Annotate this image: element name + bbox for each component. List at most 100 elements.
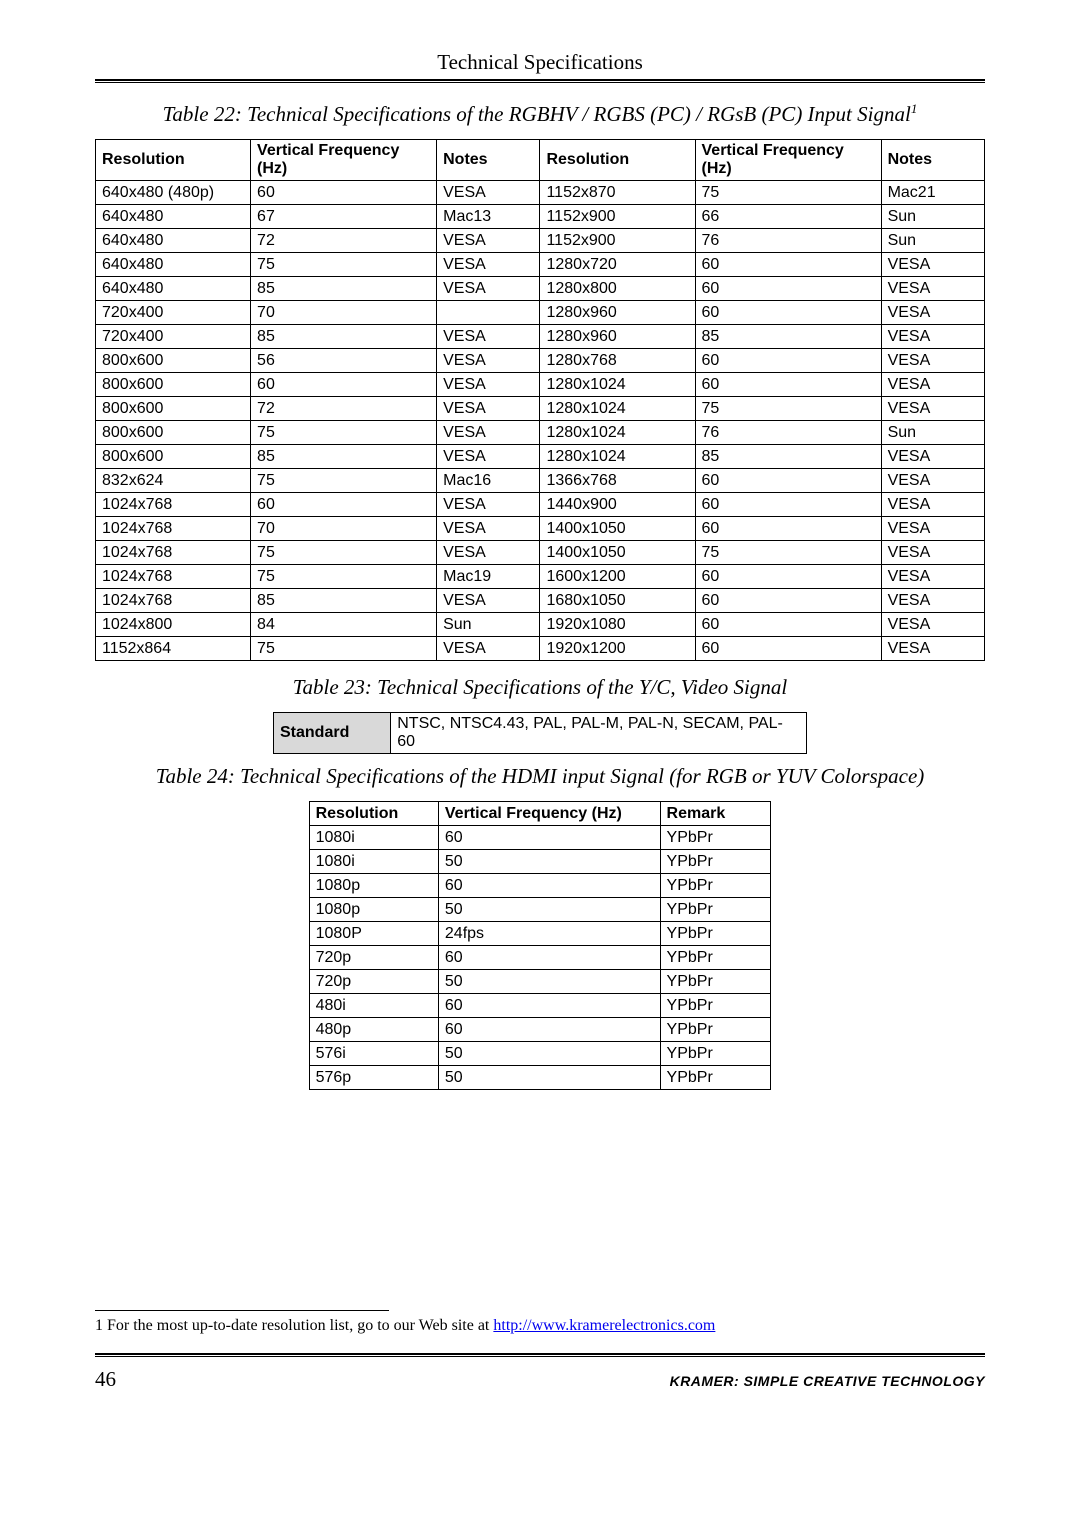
table-row: 832x62475Mac161366x76860VESA xyxy=(96,469,985,493)
table-cell: VESA xyxy=(437,373,540,397)
table22-h2: Notes xyxy=(437,140,540,181)
table-cell: 800x600 xyxy=(96,445,251,469)
table-cell: VESA xyxy=(437,445,540,469)
table-cell: 85 xyxy=(251,325,437,349)
table-cell: 1280x800 xyxy=(540,277,695,301)
table22-h4: Vertical Frequency (Hz) xyxy=(695,140,881,181)
table-cell: VESA xyxy=(881,565,984,589)
table-cell: 75 xyxy=(251,565,437,589)
table-cell: Mac16 xyxy=(437,469,540,493)
table-cell: 1080p xyxy=(309,898,438,922)
table22-header-row: Resolution Vertical Frequency (Hz) Notes… xyxy=(96,140,985,181)
table-cell: 1080i xyxy=(309,826,438,850)
table-cell: 640x480 xyxy=(96,277,251,301)
table-cell: YPbPr xyxy=(660,970,771,994)
table-cell: 1280x960 xyxy=(540,301,695,325)
table-row: 480i60YPbPr xyxy=(309,994,771,1018)
table-row: 720x40085VESA1280x96085VESA xyxy=(96,325,985,349)
table-cell: VESA xyxy=(437,589,540,613)
table22-h3: Resolution xyxy=(540,140,695,181)
table-cell: VESA xyxy=(881,445,984,469)
table-cell: 50 xyxy=(438,850,660,874)
table-row: 640x48067Mac131152x90066Sun xyxy=(96,205,985,229)
table-cell: 75 xyxy=(251,469,437,493)
table-cell: 60 xyxy=(695,637,881,661)
table-cell: VESA xyxy=(437,325,540,349)
table-cell: 60 xyxy=(695,253,881,277)
table-row: 1080i50YPbPr xyxy=(309,850,771,874)
table-row: 1024x76870VESA1400x105060VESA xyxy=(96,517,985,541)
table23-label: Standard xyxy=(274,713,391,754)
table-cell: 1400x1050 xyxy=(540,541,695,565)
table-cell: 66 xyxy=(695,205,881,229)
table-cell: 1400x1050 xyxy=(540,517,695,541)
table-cell: 1280x768 xyxy=(540,349,695,373)
table-cell: Mac13 xyxy=(437,205,540,229)
table22-h1: Vertical Frequency (Hz) xyxy=(251,140,437,181)
table-cell: 1280x1024 xyxy=(540,421,695,445)
table-row: 640x480 (480p)60VESA1152x87075Mac21 xyxy=(96,181,985,205)
footer-right-text: KRAMER: SIMPLE CREATIVE TECHNOLOGY xyxy=(670,1373,985,1389)
table-row: 576i50YPbPr xyxy=(309,1042,771,1066)
table-row: 720p60YPbPr xyxy=(309,946,771,970)
footnote-link[interactable]: http://www.kramerelectronics.com xyxy=(493,1317,715,1334)
table-cell: 72 xyxy=(251,397,437,421)
table-cell: 1280x1024 xyxy=(540,445,695,469)
table-cell: 75 xyxy=(695,181,881,205)
table-cell: YPbPr xyxy=(660,1018,771,1042)
table-cell: 720x400 xyxy=(96,301,251,325)
table-cell: 1920x1080 xyxy=(540,613,695,637)
table-cell: 60 xyxy=(438,994,660,1018)
table-cell: Sun xyxy=(437,613,540,637)
table-cell: 50 xyxy=(438,898,660,922)
page-header-title: Technical Specifications xyxy=(95,50,985,75)
table-cell: VESA xyxy=(881,397,984,421)
table24-container: Resolution Vertical Frequency (Hz) Remar… xyxy=(309,801,772,1090)
table-cell: VESA xyxy=(437,253,540,277)
table-row: 1152x86475VESA1920x120060VESA xyxy=(96,637,985,661)
table-cell: 56 xyxy=(251,349,437,373)
table-cell: 1280x1024 xyxy=(540,373,695,397)
table-cell: 60 xyxy=(695,373,881,397)
table-cell: 60 xyxy=(695,517,881,541)
table22-caption: Table 22: Technical Specifications of th… xyxy=(95,101,985,127)
table-cell: 60 xyxy=(695,349,881,373)
table-cell: 1680x1050 xyxy=(540,589,695,613)
table-cell: VESA xyxy=(437,517,540,541)
table24-caption: Table 24: Technical Specifications of th… xyxy=(95,764,985,789)
table-cell: 60 xyxy=(695,301,881,325)
table-cell: 1152x900 xyxy=(540,205,695,229)
table-cell: 85 xyxy=(251,445,437,469)
table-cell: YPbPr xyxy=(660,898,771,922)
table-cell: 50 xyxy=(438,1066,660,1090)
table-cell: 60 xyxy=(438,946,660,970)
table-cell: 76 xyxy=(695,229,881,253)
table-cell: 75 xyxy=(251,541,437,565)
table-cell: 60 xyxy=(438,1018,660,1042)
table-cell: 1600x1200 xyxy=(540,565,695,589)
table-cell: 1024x768 xyxy=(96,493,251,517)
table-cell: 84 xyxy=(251,613,437,637)
table22-container: Resolution Vertical Frequency (Hz) Notes… xyxy=(95,139,985,661)
table23-caption: Table 23: Technical Specifications of th… xyxy=(95,675,985,700)
table24: Resolution Vertical Frequency (Hz) Remar… xyxy=(309,801,772,1090)
table-row: 1080P24fpsYPbPr xyxy=(309,922,771,946)
header-rule xyxy=(95,79,985,83)
table-cell: VESA xyxy=(881,277,984,301)
table-cell: 50 xyxy=(438,970,660,994)
table-cell: YPbPr xyxy=(660,874,771,898)
table-cell: VESA xyxy=(881,253,984,277)
table-cell: 1280x1024 xyxy=(540,397,695,421)
table-row: 640x48072VESA1152x90076Sun xyxy=(96,229,985,253)
table-row: 576p50YPbPr xyxy=(309,1066,771,1090)
table-row: 640x48085VESA1280x80060VESA xyxy=(96,277,985,301)
table-row: 800x60060VESA1280x102460VESA xyxy=(96,373,985,397)
table-cell: VESA xyxy=(437,229,540,253)
table-cell: 640x480 xyxy=(96,229,251,253)
table-cell: 60 xyxy=(438,874,660,898)
table-cell: 720p xyxy=(309,970,438,994)
table23-container: Standard NTSC, NTSC4.43, PAL, PAL-M, PAL… xyxy=(273,712,807,754)
table-cell: YPbPr xyxy=(660,850,771,874)
table-cell: 24fps xyxy=(438,922,660,946)
table-cell: YPbPr xyxy=(660,1066,771,1090)
